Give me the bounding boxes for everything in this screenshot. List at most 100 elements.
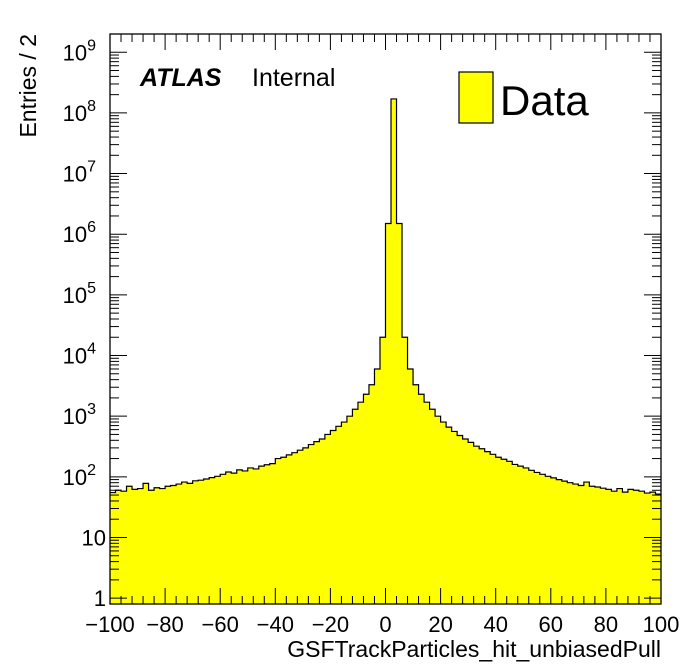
- histogram-bar: [655, 494, 662, 604]
- histogram-bar: [346, 416, 353, 604]
- histogram-bar: [594, 486, 601, 604]
- histogram-bar: [479, 448, 486, 604]
- histogram-bar: [506, 461, 513, 604]
- histogram-outline: [110, 98, 661, 495]
- histogram-bar: [170, 485, 177, 604]
- histogram-bar: [644, 493, 651, 604]
- y-tick-label: 106: [63, 219, 96, 247]
- histogram-bar: [528, 470, 535, 604]
- histogram-bar: [435, 416, 441, 604]
- histogram-bar: [402, 337, 408, 604]
- y-tick-label: 109: [63, 37, 96, 65]
- histogram-bar: [209, 477, 216, 604]
- histogram-bar: [225, 472, 232, 604]
- histogram-bar: [357, 402, 364, 604]
- y-tick-label: 102: [63, 462, 96, 490]
- histogram-bar: [539, 474, 546, 604]
- y-tick-label: 10: [82, 525, 106, 550]
- histogram-bar: [396, 223, 403, 604]
- histogram-bar: [148, 490, 155, 604]
- histogram-bar: [203, 479, 210, 604]
- histogram-bar: [275, 458, 282, 604]
- histogram-bar: [253, 468, 260, 604]
- histogram-bar: [649, 492, 656, 604]
- y-tick-label: 105: [63, 280, 96, 308]
- histogram-bar: [154, 487, 160, 604]
- histogram-bar: [313, 441, 320, 604]
- y-tick-labels: 1 10 102 103 104 105 106 107 108 109: [63, 37, 106, 611]
- histogram-bar: [319, 439, 326, 604]
- histogram-bar: [269, 463, 276, 604]
- y-tick-label: 104: [63, 341, 96, 369]
- y-tick-label: 1: [94, 586, 106, 611]
- histogram-bar: [330, 430, 337, 604]
- histogram-bar: [363, 394, 370, 604]
- histogram-bar: [374, 368, 381, 604]
- histogram-bar: [418, 394, 425, 604]
- histogram-bar: [550, 477, 557, 604]
- histogram-bar: [242, 470, 249, 604]
- histogram-bar: [302, 447, 309, 604]
- histogram-bar: [600, 488, 607, 604]
- histogram-bar: [143, 483, 149, 604]
- histogram-bar: [583, 482, 590, 604]
- y-tick-label: 107: [63, 159, 96, 187]
- histogram-bar: [264, 464, 271, 604]
- histogram-bar: [561, 481, 568, 604]
- histogram-bar: [523, 467, 530, 604]
- histogram-bar: [165, 486, 172, 604]
- atlas-label: ATLAS: [139, 64, 222, 92]
- histogram-bar: [324, 434, 331, 604]
- histogram-bar: [137, 488, 144, 604]
- histogram-bar: [512, 464, 519, 604]
- histogram-bar: [258, 466, 265, 604]
- histogram-bar: [627, 489, 634, 604]
- histogram-bar: [247, 467, 254, 604]
- axis-ticks: [109, 33, 662, 604]
- y-tick-label: 108: [63, 98, 96, 126]
- x-tick-label: 40: [483, 612, 507, 637]
- x-tick-label: 80: [594, 612, 618, 637]
- histogram-bar: [379, 337, 386, 604]
- histogram-bar: [578, 485, 585, 604]
- histogram-bar: [451, 431, 458, 604]
- histogram-bar: [286, 454, 293, 604]
- histogram-bar: [572, 484, 579, 604]
- histogram-bar: [385, 223, 392, 604]
- x-tick-label: 100: [643, 612, 680, 637]
- histogram-bar: [633, 490, 640, 604]
- histogram-bar: [110, 492, 116, 604]
- histogram-bar: [424, 402, 430, 604]
- histogram-bar: [181, 482, 188, 604]
- histogram-bar: [291, 452, 298, 604]
- histogram-bar: [622, 492, 629, 604]
- histogram-bar: [616, 488, 623, 604]
- histogram-bar: [280, 457, 287, 604]
- histogram-bar: [187, 483, 194, 604]
- x-tick-labels: −100 −80 −60 −40 −20 0 20 40 60 80 100: [85, 612, 679, 637]
- histogram-bar: [214, 476, 221, 604]
- histogram-bar: [192, 480, 199, 604]
- x-tick-label: −40: [257, 612, 294, 637]
- x-tick-label: 0: [379, 612, 391, 637]
- histogram-bar: [517, 466, 524, 604]
- histogram-bar: [308, 444, 315, 604]
- histogram-bar: [440, 422, 447, 604]
- histogram-bar: [236, 469, 243, 604]
- histogram-bar: [368, 384, 375, 604]
- legend-entry-data: Data: [500, 77, 589, 124]
- x-tick-label: −60: [202, 612, 239, 637]
- histogram-bars: [110, 98, 662, 605]
- x-tick-label: 60: [539, 612, 563, 637]
- histogram-bar: [198, 480, 205, 604]
- histogram-bar: [457, 435, 464, 604]
- legend-swatch: [458, 71, 494, 124]
- x-tick-label: −20: [312, 612, 349, 637]
- histogram-bar: [556, 479, 563, 604]
- histogram-bar: [462, 439, 469, 604]
- x-tick-label: −100: [85, 612, 135, 637]
- histogram-bar: [638, 491, 645, 604]
- histogram-bar: [121, 491, 127, 604]
- histogram-bar: [429, 409, 436, 604]
